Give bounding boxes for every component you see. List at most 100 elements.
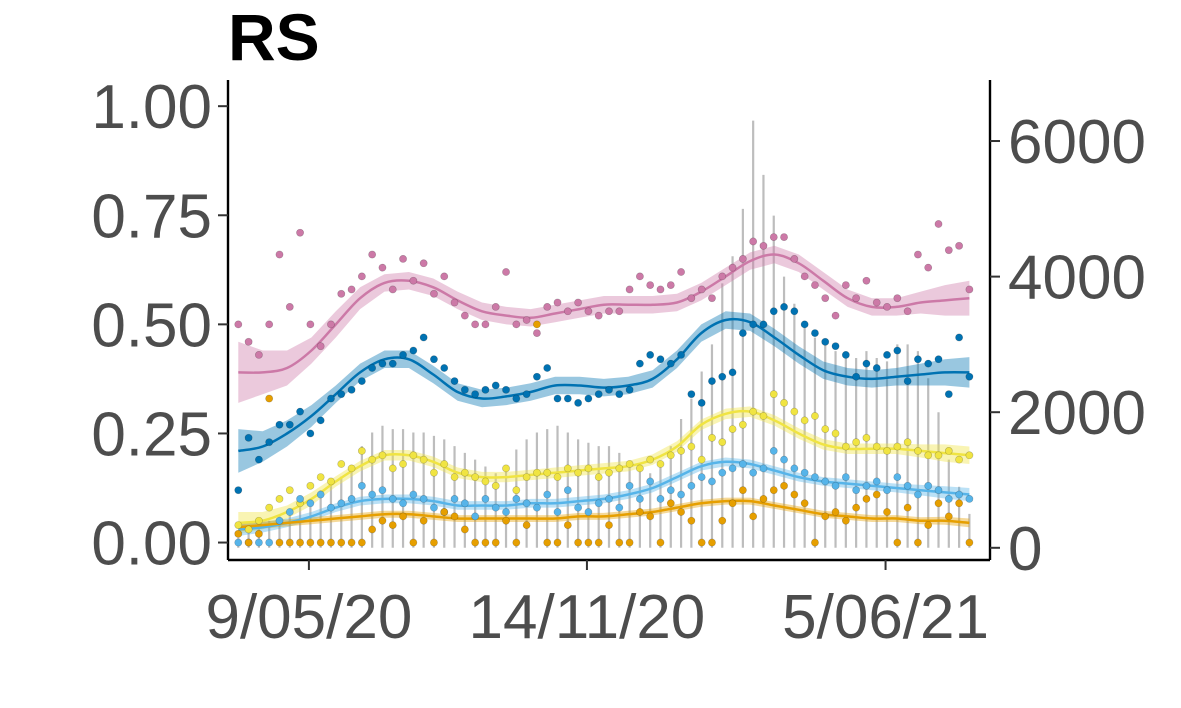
data-point [430,289,438,298]
data-point [440,460,449,468]
data-point [450,495,459,503]
data-point [502,516,510,525]
data-point [594,473,603,481]
data-point [502,268,510,276]
data-point [471,512,480,521]
data-point [450,512,459,521]
data-point [316,342,325,351]
data-point [708,377,716,385]
data-point [872,477,881,486]
data-point [440,272,449,281]
data-point [563,464,572,473]
data-point [563,486,572,495]
data-point [327,394,335,403]
data-point [553,298,562,307]
data-point [327,320,335,329]
data-point [646,455,655,464]
data-point [522,390,531,399]
data-point [378,451,387,460]
data-point [471,320,480,329]
data-point [903,438,912,447]
data-point [296,228,304,237]
data-point [491,303,500,311]
data-point [234,320,243,329]
data-point [708,294,716,303]
data-point [934,486,943,495]
data-point [759,412,768,420]
data-point [502,508,510,516]
data-point [574,468,583,477]
data-point [502,464,510,473]
data-point [800,416,809,425]
x-tick-label: 9/05/20 [205,583,412,652]
data-point [625,481,634,490]
data-point [800,320,809,329]
data-point [944,447,953,455]
smooth-line-0 [238,253,970,374]
data-point [728,425,737,433]
data-point [656,495,665,503]
data-point [769,486,778,495]
data-point [893,538,902,547]
data-point [265,503,274,512]
data-point [646,351,655,359]
data-point [574,538,583,547]
data-point [553,508,562,516]
data-point [872,364,881,372]
data-point [399,255,407,263]
data-point [903,481,912,490]
data-point [780,399,788,407]
data-point [934,451,943,460]
data-point [430,538,438,547]
data-point [419,495,428,503]
data-point [347,538,356,547]
data-point [388,359,397,368]
data-point [759,241,768,250]
data-point [759,464,768,473]
data-point [512,495,521,503]
data-point [481,320,490,329]
data-point [254,455,263,464]
data-point [481,538,490,547]
data-point [275,516,284,525]
data-point [378,516,387,525]
data-point [409,276,418,285]
data-point [419,455,428,464]
data-point [934,220,943,228]
data-point [543,490,552,499]
data-point [893,442,902,451]
data-point [687,294,696,303]
confidence-ribbon-1 [238,311,970,473]
data-point [862,359,871,368]
data-point [543,303,552,311]
data-point [635,359,644,368]
data-point [409,451,418,460]
right-tick-label: 2000 [1008,379,1146,448]
data-point [738,486,747,495]
data-point [841,473,850,481]
data-point [728,464,737,473]
data-point [296,538,304,547]
data-point [234,486,243,495]
data-point [944,512,953,521]
data-point [780,233,788,241]
data-point [944,495,953,503]
data-point [594,311,603,320]
data-point [481,477,490,486]
data-point [749,237,758,246]
data-point [831,481,840,490]
data-point [316,538,325,547]
data-point [450,298,459,307]
data-point [327,538,335,547]
data-point [460,311,469,320]
left-tick-label: 1.00 [91,73,212,142]
data-point [903,377,912,385]
data-point [399,351,407,359]
data-point [357,481,366,490]
data-point [522,473,531,481]
data-point [337,499,346,508]
data-point [543,364,552,372]
data-point [574,298,583,307]
data-point [605,307,613,316]
data-point [635,495,644,503]
